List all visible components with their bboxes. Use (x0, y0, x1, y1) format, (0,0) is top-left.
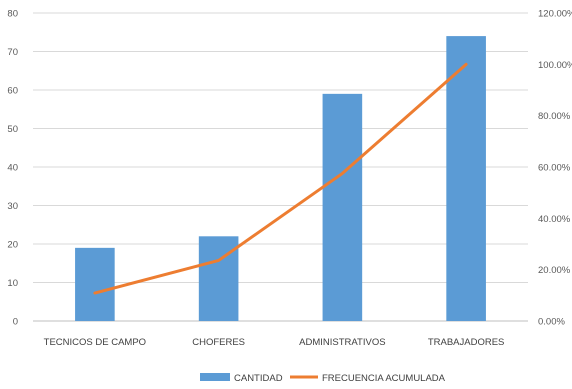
bar-tecnicos-de-campo (75, 247, 115, 321)
line-series-frecuencia-acumulada (93, 62, 468, 295)
y-axis-left: 0 10 20 30 40 50 60 70 80 (7, 9, 18, 328)
x-tick-label: CHOFERES (192, 337, 245, 348)
x-tick-label: TECNICOS DE CAMPO (44, 337, 146, 348)
y-right-tick-label: 0.00% (538, 317, 565, 328)
bar-series-cantidad (75, 36, 486, 321)
y-right-tick-label: 20.00% (538, 265, 571, 276)
x-tick-label: ADMINISTRATIVOS (299, 337, 385, 348)
y-left-tick-label: 20 (7, 240, 18, 251)
y-left-tick-label: 70 (7, 47, 18, 58)
x-tick-label: TRABAJADORES (428, 337, 505, 348)
y-left-tick-label: 40 (7, 163, 18, 174)
y-right-tick-label: 100.00% (538, 60, 572, 71)
legend-label-cantidad: CANTIDAD (234, 373, 283, 384)
y-right-tick-label: 60.00% (538, 163, 571, 174)
y-right-tick-label: 80.00% (538, 111, 571, 122)
cumulative-frequency-line (93, 62, 468, 295)
x-axis: TECNICOS DE CAMPO CHOFERES ADMINISTRATIVOS… (44, 337, 505, 348)
y-left-tick-label: 10 (7, 278, 18, 289)
y-right-tick-label: 120.00% (538, 9, 572, 20)
gridlines (33, 12, 528, 322)
y-left-tick-label: 30 (7, 201, 18, 212)
bar-administrativos (322, 93, 363, 321)
legend: CANTIDAD FRECUENCIA ACUMULADA (200, 373, 446, 384)
y-left-tick-label: 0 (13, 317, 18, 328)
legend-swatch-cantidad (200, 373, 230, 381)
y-left-tick-label: 60 (7, 86, 18, 97)
y-left-tick-label: 50 (7, 124, 18, 135)
y-left-tick-label: 80 (7, 9, 18, 20)
y-right-tick-label: 40.00% (538, 214, 571, 225)
legend-label-frecuencia-acumulada: FRECUENCIA ACUMULADA (322, 373, 446, 384)
y-axis-right: 0.00% 20.00% 40.00% 60.00% 80.00% 100.00% 120.… (538, 9, 572, 328)
bar-trabajadores (446, 36, 486, 321)
